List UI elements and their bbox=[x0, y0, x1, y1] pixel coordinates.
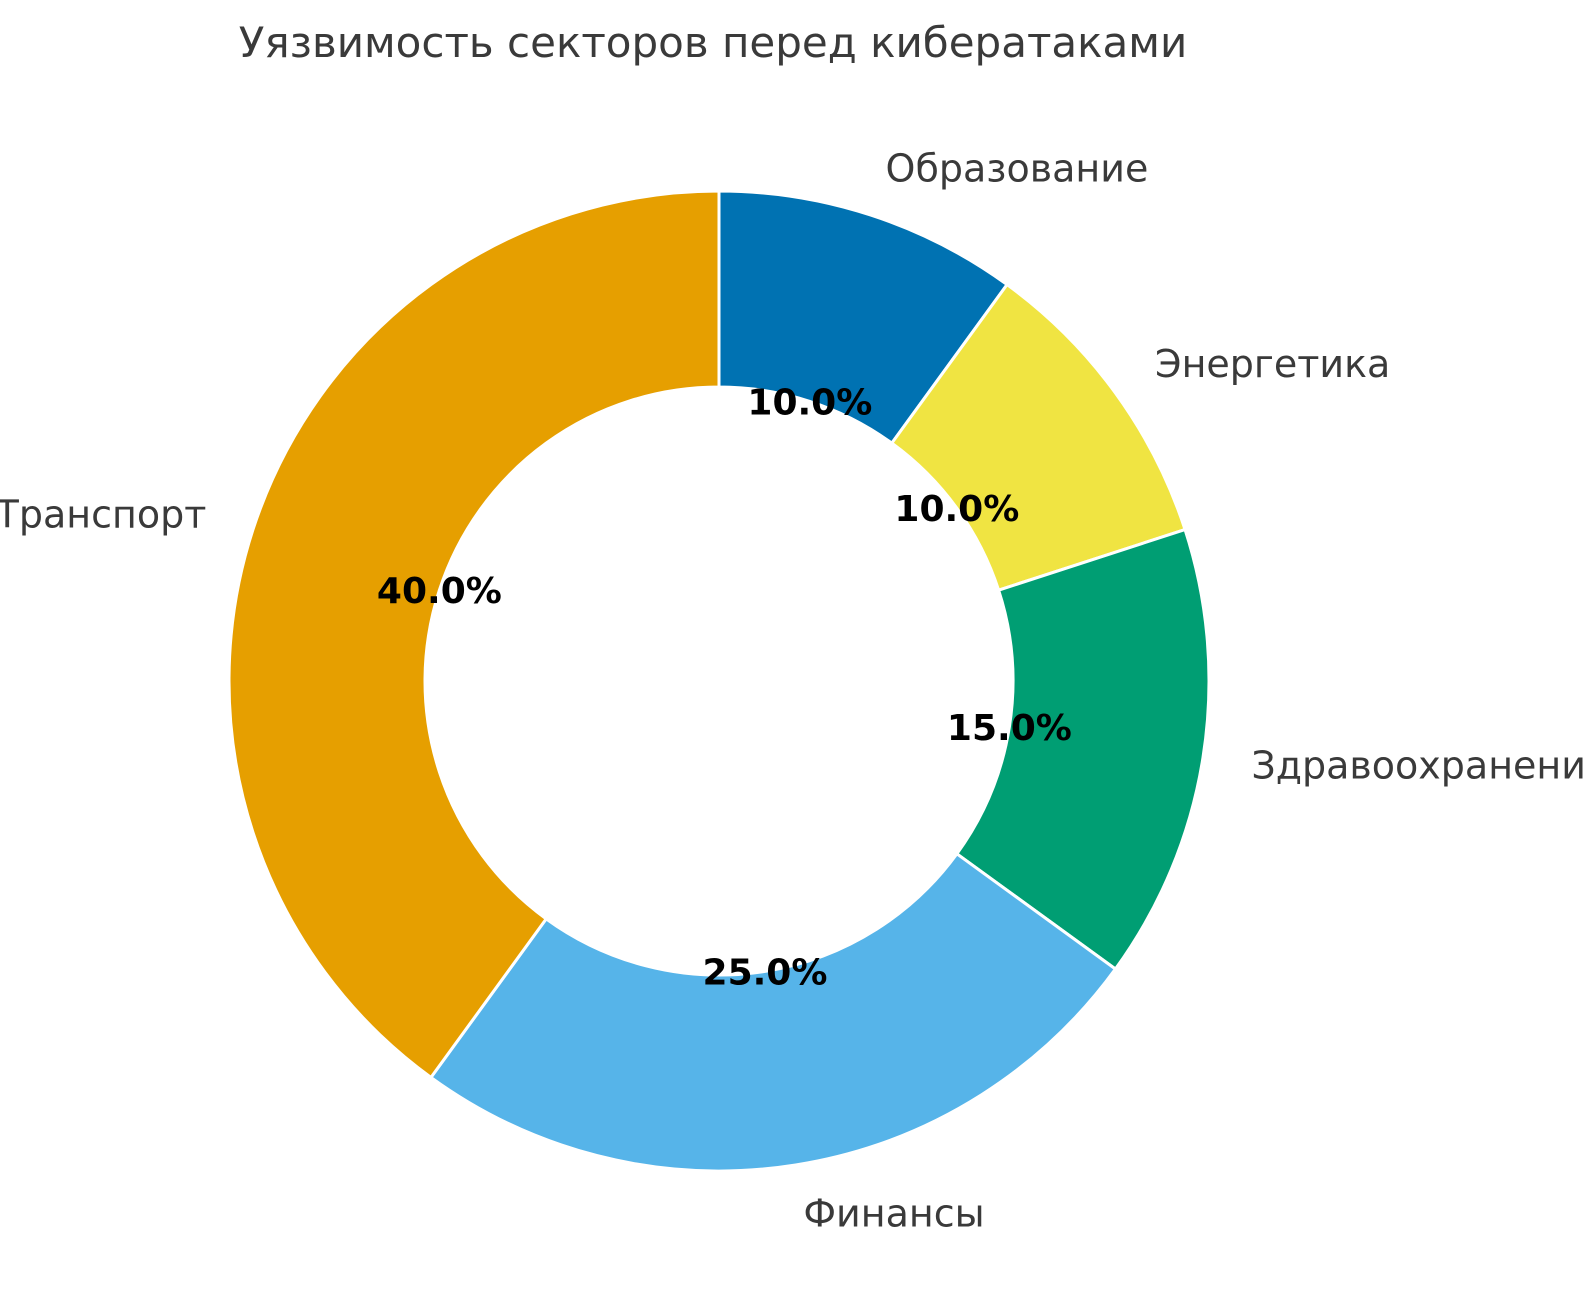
slice-label-1: Энергетика bbox=[1155, 342, 1390, 386]
percent-label-3: 25.0% bbox=[703, 952, 828, 993]
slice-label-3: Финансы bbox=[803, 1191, 984, 1235]
slice-label-4: Транспорт bbox=[0, 492, 206, 536]
chart-title: Уязвимость секторов перед кибератаками bbox=[239, 18, 1188, 67]
percent-label-1: 10.0% bbox=[894, 489, 1019, 530]
percent-label-0: 10.0% bbox=[747, 382, 872, 423]
percent-label-4: 40.0% bbox=[377, 571, 502, 612]
labels-group: Образование 10.0% Энергетика 10.0% Здравоохр… bbox=[0, 146, 1588, 1235]
slices-group bbox=[227, 189, 1211, 1173]
slice-label-0: Образование bbox=[886, 146, 1149, 190]
pie-slice-2 bbox=[955, 528, 1211, 971]
pie-slice-3 bbox=[429, 852, 1117, 1173]
pie-slice-4 bbox=[227, 189, 721, 1079]
percent-label-2: 15.0% bbox=[947, 708, 1072, 749]
slice-label-2: Здравоохранение bbox=[1251, 743, 1588, 787]
